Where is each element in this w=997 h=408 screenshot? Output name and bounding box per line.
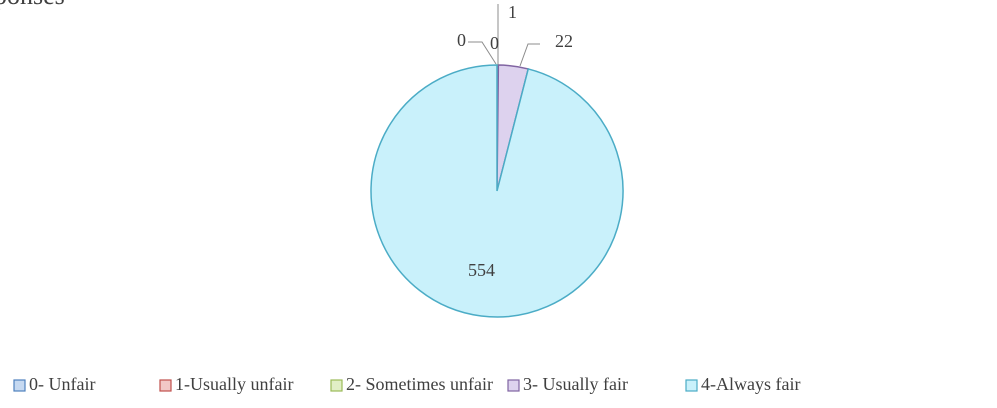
leader-lines <box>468 4 540 67</box>
legend-swatch <box>159 379 172 392</box>
leader-line <box>468 41 497 65</box>
data-label: 22 <box>555 31 573 51</box>
legend-label: 0- Unfair <box>29 374 95 394</box>
data-label: 0 <box>490 33 499 53</box>
legend-label: 1-Usually unfair <box>175 374 293 394</box>
legend-label: 4-Always fair <box>701 374 800 394</box>
pie-slice <box>370 64 624 318</box>
legend-swatch <box>685 379 698 392</box>
legend-swatch <box>330 379 343 392</box>
leader-line <box>519 43 540 67</box>
data-label: 554 <box>468 260 495 280</box>
data-label: 0 <box>457 30 466 50</box>
data-label: 1 <box>508 2 517 22</box>
legend-label: 2- Sometimes unfair <box>346 374 493 394</box>
legend-swatch <box>507 379 520 392</box>
legend-label: 3- Usually fair <box>523 374 628 394</box>
legend-swatch <box>13 379 26 392</box>
chart-title: ponses <box>0 0 65 10</box>
